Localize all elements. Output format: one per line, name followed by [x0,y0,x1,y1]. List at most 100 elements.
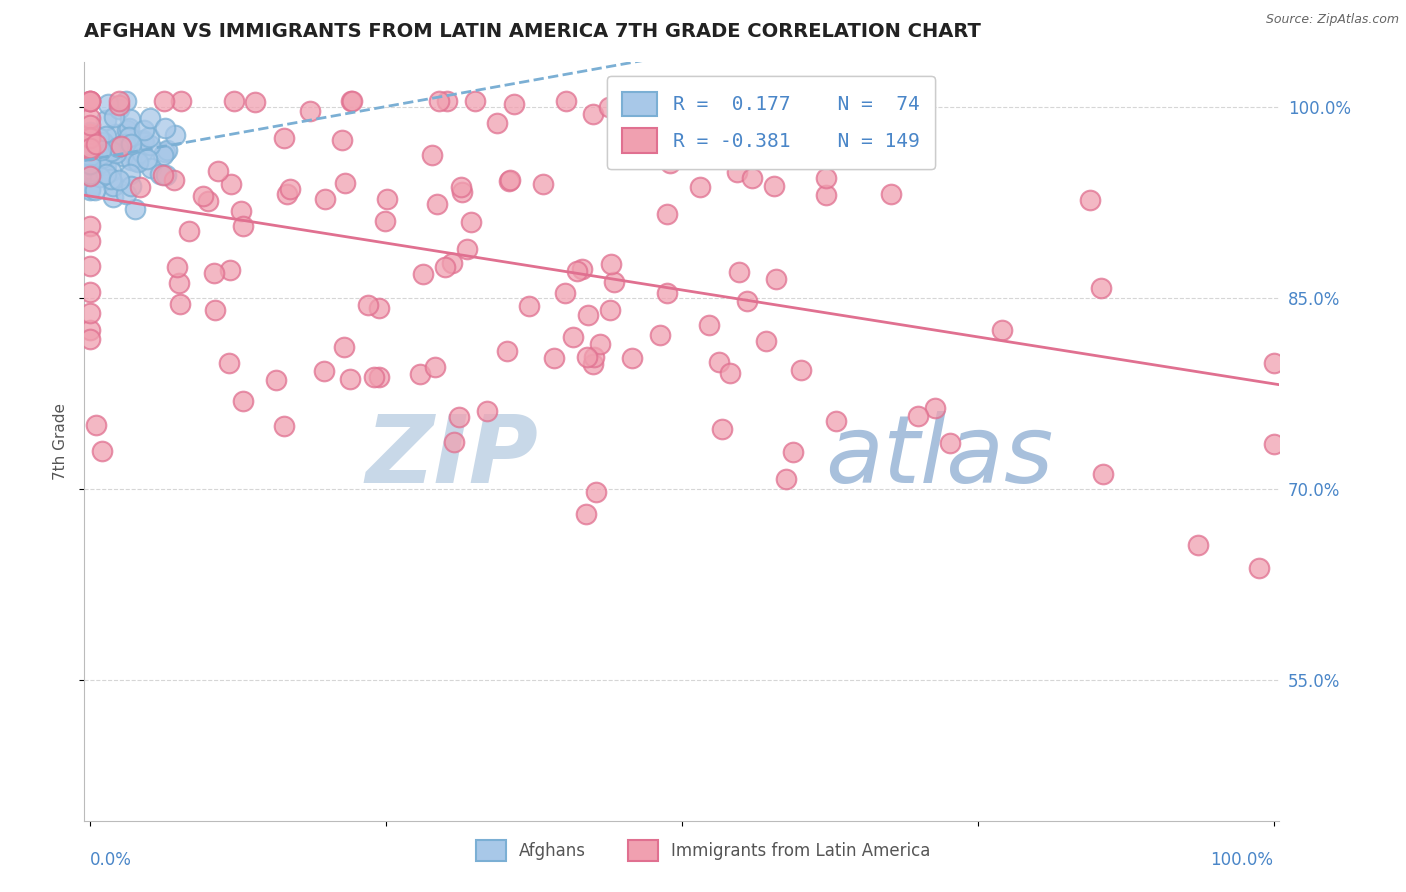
Point [91,151,114,165]
Point [79,151,101,165]
Point [103,111,125,125]
Point [79,219,101,234]
Point [79,125,101,139]
Point [79,118,101,132]
Point [125,154,148,169]
Point [1090,281,1112,295]
Point [1263,437,1285,451]
Point [425,359,447,374]
Point [598,100,620,114]
Point [451,185,474,199]
Point [134,136,156,150]
Point [131,146,153,161]
Point [79,184,101,198]
Point [82,164,104,178]
Point [79,306,101,320]
Point [79,149,101,163]
Point [155,143,177,157]
Point [1092,467,1115,482]
Point [330,133,353,147]
Point [278,182,301,196]
Point [79,141,101,155]
Point [115,123,138,137]
Point [202,266,225,280]
Point [232,219,254,234]
Point [339,94,361,108]
Point [1078,193,1101,207]
Point [657,286,679,301]
Point [412,267,434,281]
Point [101,144,124,158]
Point [575,350,598,364]
Point [91,154,114,169]
Point [79,145,101,159]
Point [755,334,778,348]
Text: atlas: atlas [825,411,1053,502]
Point [107,140,129,154]
Point [357,298,380,312]
Point [765,272,787,286]
Point [79,167,101,181]
Point [599,303,621,318]
Point [477,404,499,418]
Point [155,168,177,182]
Point [136,153,159,167]
Point [498,174,520,188]
Point [79,169,101,184]
Point [138,130,160,145]
Point [89,169,111,184]
Point [79,127,101,141]
Point [218,356,240,370]
Point [108,102,131,116]
Point [363,370,385,384]
Point [447,409,470,424]
Point [79,158,101,172]
Point [368,370,391,384]
Point [312,364,335,378]
Point [659,155,682,169]
Point [221,177,243,191]
Text: ZIP: ZIP [366,410,538,503]
Point [91,136,114,150]
Point [907,409,929,424]
Point [599,256,621,270]
Point [96,128,118,143]
Point [602,275,624,289]
Point [120,153,142,167]
Point [782,445,804,459]
Point [409,367,432,381]
Point [118,112,141,126]
Point [426,196,449,211]
Point [138,111,160,125]
Point [79,153,101,168]
Point [589,337,612,351]
Point [93,146,115,161]
Point [991,322,1014,336]
Point [104,127,127,141]
Point [152,169,174,183]
Point [94,158,117,172]
Point [332,340,354,354]
Point [299,103,322,118]
Point [128,140,150,154]
Point [456,242,478,256]
Point [79,111,101,125]
Point [648,328,671,343]
Point [1247,561,1270,575]
Point [730,145,752,160]
Point [436,94,458,108]
Point [775,472,797,486]
Point [84,417,107,432]
Point [485,116,508,130]
Point [169,297,191,311]
Point [758,94,780,108]
Point [657,207,679,221]
Point [582,351,605,365]
Point [100,172,122,186]
Point [728,265,751,279]
Point [368,301,391,316]
Text: 100.0%: 100.0% [1211,851,1274,869]
Point [167,277,190,291]
Point [814,170,837,185]
Point [120,137,142,152]
